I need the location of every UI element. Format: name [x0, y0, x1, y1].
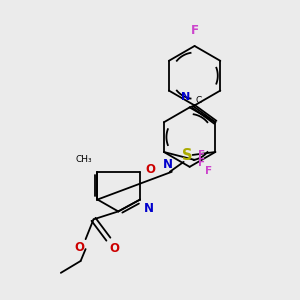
Text: N: N: [182, 92, 190, 102]
Text: F: F: [198, 150, 205, 160]
Text: CH₃: CH₃: [76, 155, 92, 164]
Text: O: O: [110, 242, 119, 255]
Text: O: O: [145, 163, 155, 176]
Text: F: F: [198, 158, 205, 168]
Text: F: F: [190, 24, 199, 37]
Text: S: S: [182, 148, 193, 164]
Text: C: C: [196, 96, 202, 105]
Text: F: F: [205, 166, 212, 176]
Text: O: O: [75, 241, 85, 254]
Text: N: N: [144, 202, 154, 214]
Text: N: N: [163, 158, 173, 171]
